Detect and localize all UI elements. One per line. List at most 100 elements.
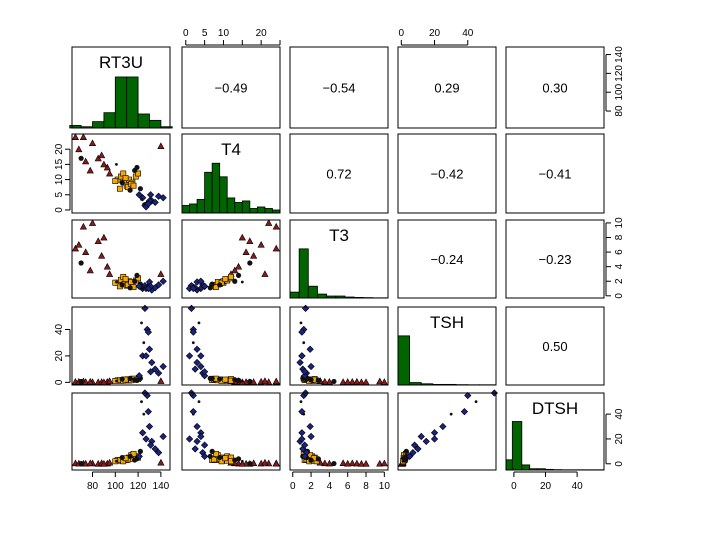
panel-T3-RT3U [71, 219, 171, 299]
point-other [137, 448, 143, 454]
point-hypo [151, 365, 159, 373]
point-hypo [406, 452, 414, 460]
point-hypo [148, 358, 156, 367]
histogram-bar [92, 121, 105, 129]
histogram-bar [234, 202, 243, 214]
panel-frame [397, 133, 497, 214]
correlation-value: −0.41 [539, 167, 572, 182]
point-other2 [302, 341, 306, 345]
point-hypo [135, 191, 143, 199]
point-hyper [82, 378, 90, 385]
point-negative [130, 182, 137, 189]
point-hyper [357, 459, 366, 467]
point-hypo [298, 328, 306, 336]
point-hypo [193, 345, 201, 353]
panel-frame [71, 219, 171, 299]
point-hypo [409, 448, 417, 457]
point-other [403, 448, 409, 454]
point-other2 [197, 321, 201, 325]
panel-DTSH-TSH [397, 389, 498, 471]
point-hypo [189, 328, 197, 336]
tick-label: 80 [87, 481, 99, 492]
point-hyper [348, 377, 356, 385]
panel-RT3U-DTSH: 0.30 [505, 46, 605, 129]
tick-label: 6 [345, 481, 351, 492]
point-hyper [344, 378, 352, 385]
histogram-bar [137, 113, 150, 129]
point-hyper [79, 222, 88, 230]
panel-frame [505, 46, 605, 129]
point-hyper [82, 157, 90, 165]
panel-frame [181, 392, 281, 471]
point-hyper [157, 270, 165, 277]
panel-DTSH-RT3U [71, 389, 171, 471]
panel-RT3U-TSH: 0.29 [397, 46, 497, 129]
point-hypo [193, 437, 201, 446]
point-hyper [362, 378, 370, 385]
point-hypo [301, 368, 309, 376]
panel-T4-TSH: −0.42 [397, 133, 497, 214]
tick-label: 20 [614, 433, 625, 445]
point-hyper [321, 377, 329, 385]
point-other2 [240, 379, 244, 383]
panel-TSH-T3 [289, 304, 389, 386]
point-hypo [139, 429, 147, 437]
point-hyper [82, 459, 90, 467]
tick-label: 0 [183, 28, 189, 39]
point-other [235, 456, 242, 462]
panel-TSH-T4 [181, 304, 281, 386]
point-other2 [142, 202, 146, 206]
point-hypo [185, 435, 194, 443]
point-other [207, 453, 213, 459]
point-hyper [348, 459, 356, 467]
panel-TSH-DTSH: 0.50 [505, 306, 605, 386]
point-other2 [197, 287, 201, 291]
tick-label: 120 [614, 65, 625, 82]
point-hyper [344, 459, 352, 467]
point-hyper [157, 142, 165, 150]
correlation-value: −0.49 [215, 81, 248, 96]
point-other2 [140, 287, 143, 291]
point-other2 [299, 400, 303, 404]
tick-label: 0 [290, 481, 296, 492]
point-hypo [144, 200, 152, 208]
point-hyper [261, 377, 269, 384]
panel-frame [505, 133, 605, 214]
point-hypo [159, 194, 167, 202]
point-hypo [159, 277, 167, 285]
histogram-bar [317, 293, 328, 299]
correlation-value: −0.24 [431, 252, 464, 267]
point-other2 [115, 162, 118, 166]
histogram-bar [126, 76, 139, 129]
point-hyper [380, 378, 388, 385]
panel-frame [181, 219, 281, 299]
point-hypo [154, 448, 163, 457]
tick-label: 4 [327, 481, 333, 492]
point-negative [213, 450, 219, 457]
point-hypo [147, 191, 155, 199]
point-other [78, 378, 84, 385]
point-other [209, 448, 215, 454]
point-other [232, 278, 238, 284]
point-hypo [301, 452, 309, 460]
point-hyper [376, 459, 384, 467]
tick-label: 8 [363, 481, 369, 492]
histogram-bar [181, 205, 190, 214]
point-other [127, 375, 133, 381]
point-other [78, 260, 84, 266]
panel-frame [505, 219, 605, 299]
point-other [78, 155, 84, 161]
tick-label: 100 [614, 83, 625, 100]
tick-label: 10 [379, 481, 391, 492]
point-hypo [189, 408, 197, 416]
panel-frame [71, 306, 171, 386]
point-other [127, 453, 133, 459]
point-hypo [144, 408, 152, 416]
panel-TSH-TSH: TSH [397, 306, 497, 386]
point-other2 [240, 280, 244, 284]
point-hypo [142, 352, 150, 360]
panel-frame [71, 133, 171, 214]
tick-label: 10 [614, 217, 625, 229]
point-other [209, 281, 215, 287]
point-hyper [272, 459, 280, 467]
